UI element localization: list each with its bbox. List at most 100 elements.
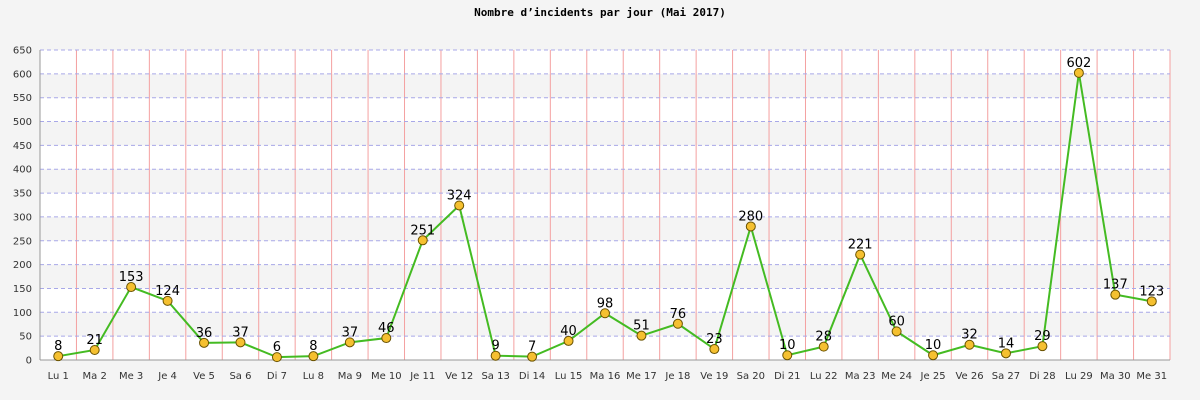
y-tick-label: 200 <box>13 260 32 271</box>
data-point <box>89 344 100 355</box>
x-tick-label: Ma 9 <box>338 371 362 382</box>
y-tick-label: 0 <box>26 356 32 367</box>
plot-band <box>40 312 1170 337</box>
y-tick-label: 300 <box>13 212 32 223</box>
data-label: 10 <box>779 338 796 353</box>
data-label: 137 <box>1103 278 1128 293</box>
data-point <box>928 350 939 361</box>
x-tick-label: Je 4 <box>157 371 177 382</box>
plot-band <box>40 97 1170 122</box>
x-tick-label: Lu 29 <box>1065 371 1093 382</box>
data-label: 8 <box>309 339 317 354</box>
data-label: 324 <box>447 188 472 203</box>
data-label: 21 <box>86 333 103 348</box>
data-label: 9 <box>492 339 500 354</box>
data-point <box>1110 289 1121 300</box>
data-point <box>53 351 64 362</box>
y-tick-label: 50 <box>19 332 32 343</box>
plot-band <box>40 240 1170 265</box>
data-label: 60 <box>888 314 905 329</box>
data-point <box>417 235 428 246</box>
data-point <box>308 351 319 362</box>
x-tick-label: Di 21 <box>774 371 800 382</box>
y-tick-label: 550 <box>13 93 32 104</box>
data-point <box>1146 296 1157 307</box>
data-point <box>563 335 574 346</box>
data-label: 7 <box>528 340 536 355</box>
x-tick-label: Ma 2 <box>83 371 107 382</box>
plot-band <box>40 216 1170 241</box>
data-point <box>1000 348 1011 359</box>
data-label: 37 <box>232 325 249 340</box>
y-tick-label: 350 <box>13 189 32 200</box>
x-tick-label: Me 17 <box>626 371 657 382</box>
data-label: 221 <box>848 238 873 253</box>
data-point <box>344 337 355 348</box>
data-label: 32 <box>961 328 978 343</box>
plot-band <box>40 121 1170 146</box>
x-tick-label: Ve 19 <box>700 371 728 382</box>
data-label: 153 <box>119 270 144 285</box>
x-tick-label: Ma 30 <box>1100 371 1131 382</box>
data-point <box>782 350 793 361</box>
data-label: 10 <box>925 338 942 353</box>
x-tick-label: Ma 16 <box>590 371 621 382</box>
data-label: 124 <box>155 284 180 299</box>
data-point <box>126 282 137 293</box>
data-point <box>855 249 866 260</box>
data-label: 14 <box>998 336 1015 351</box>
data-point <box>1037 341 1048 352</box>
data-label: 51 <box>633 319 650 334</box>
data-label: 602 <box>1066 56 1091 71</box>
data-point <box>454 200 465 211</box>
data-point <box>636 330 647 341</box>
y-tick-label: 400 <box>13 165 32 176</box>
x-tick-label: Ve 5 <box>193 371 215 382</box>
y-tick-label: 450 <box>13 141 32 152</box>
data-point <box>490 350 501 361</box>
y-tick-label: 250 <box>13 236 32 247</box>
x-tick-label: Sa 20 <box>737 371 765 382</box>
x-tick-label: Di 14 <box>519 371 545 382</box>
data-label: 280 <box>738 209 763 224</box>
plot-band <box>40 50 1170 74</box>
data-label: 29 <box>1034 329 1051 344</box>
data-point <box>818 341 829 352</box>
data-label: 6 <box>273 340 281 355</box>
data-label: 8 <box>54 339 62 354</box>
data-point <box>235 337 246 348</box>
y-tick-label: 100 <box>13 308 32 319</box>
x-tick-label: Me 31 <box>1136 371 1167 382</box>
data-point <box>600 308 610 319</box>
plot-band <box>40 264 1170 289</box>
x-tick-label: Lu 8 <box>303 371 324 382</box>
data-label: 23 <box>706 332 723 347</box>
y-tick-label: 650 <box>13 46 32 57</box>
y-tick-label: 500 <box>13 117 32 128</box>
data-label: 37 <box>342 325 359 340</box>
x-tick-label: Lu 22 <box>810 371 838 382</box>
data-label: 98 <box>597 296 614 311</box>
data-label: 40 <box>560 324 577 339</box>
plot-band <box>40 169 1170 194</box>
x-tick-label: Lu 1 <box>48 371 69 382</box>
x-tick-label: Sa 6 <box>229 371 251 382</box>
data-point <box>162 295 173 306</box>
x-tick-label: Di 7 <box>267 371 287 382</box>
data-point <box>891 326 902 337</box>
data-point <box>527 351 538 362</box>
data-point <box>745 221 756 232</box>
data-label: 123 <box>1139 284 1164 299</box>
x-tick-label: Di 28 <box>1029 371 1055 382</box>
data-point <box>381 333 392 344</box>
data-label: 28 <box>815 330 832 345</box>
x-tick-label: Je 18 <box>664 371 690 382</box>
x-tick-label: Sa 27 <box>992 371 1020 382</box>
chart-title: Nombre d’incidents par jour (Mai 2017) <box>474 6 726 19</box>
data-point <box>672 318 683 329</box>
data-label: 46 <box>378 321 395 336</box>
x-tick-label: Me 24 <box>881 371 912 382</box>
data-label: 251 <box>410 223 435 238</box>
x-tick-label: Me 10 <box>371 371 402 382</box>
